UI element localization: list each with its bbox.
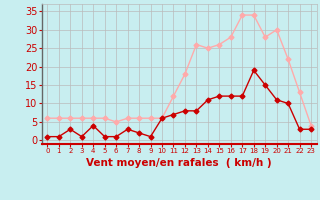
X-axis label: Vent moyen/en rafales  ( km/h ): Vent moyen/en rafales ( km/h )	[86, 158, 272, 168]
